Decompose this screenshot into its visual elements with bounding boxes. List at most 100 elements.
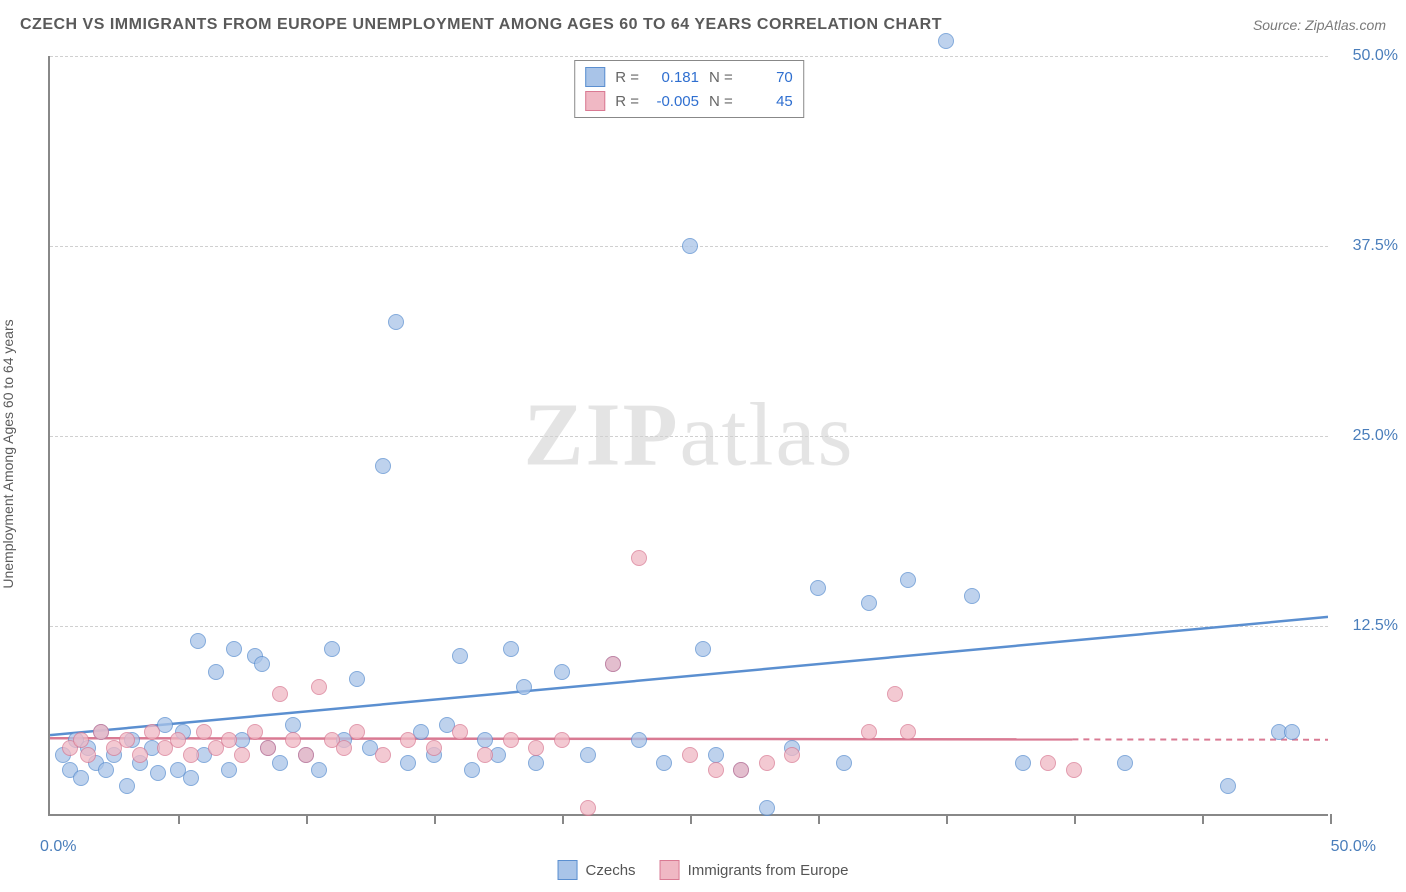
data-point <box>580 800 596 816</box>
gridline <box>50 626 1328 627</box>
data-point <box>375 747 391 763</box>
data-point <box>196 724 212 740</box>
y-tick-label: 25.0% <box>1353 427 1398 445</box>
data-point <box>375 458 391 474</box>
data-point <box>528 740 544 756</box>
data-point <box>80 747 96 763</box>
y-tick-label: 37.5% <box>1353 237 1398 255</box>
data-point <box>221 762 237 778</box>
data-point <box>426 740 442 756</box>
data-point <box>477 747 493 763</box>
x-tick <box>1074 814 1076 824</box>
data-point <box>1284 724 1300 740</box>
data-point <box>400 732 416 748</box>
data-point <box>93 724 109 740</box>
data-point <box>631 550 647 566</box>
plot-area: ZIPatlas R = 0.181 N = 70 R = -0.005 N =… <box>48 56 1328 816</box>
n-value-immigrants: 45 <box>743 93 793 110</box>
data-point <box>298 747 314 763</box>
trend-line <box>50 617 1328 735</box>
stats-legend: R = 0.181 N = 70 R = -0.005 N = 45 <box>574 60 804 118</box>
legend-swatch-immigrants <box>660 860 680 880</box>
data-point <box>132 747 148 763</box>
data-point <box>1066 762 1082 778</box>
data-point <box>605 656 621 672</box>
x-axis-max-label: 50.0% <box>1331 838 1376 856</box>
data-point <box>221 732 237 748</box>
legend-item-immigrants: Immigrants from Europe <box>660 860 849 880</box>
x-tick <box>818 814 820 824</box>
x-tick <box>946 814 948 824</box>
y-tick-label: 50.0% <box>1353 47 1398 65</box>
source-attribution: Source: ZipAtlas.com <box>1253 17 1386 33</box>
x-tick <box>1330 814 1332 824</box>
data-point <box>388 314 404 330</box>
n-value-czechs: 70 <box>743 69 793 86</box>
data-point <box>311 762 327 778</box>
legend-swatch-czechs <box>558 860 578 880</box>
data-point <box>98 762 114 778</box>
legend-label-czechs: Czechs <box>586 862 636 879</box>
data-point <box>234 747 250 763</box>
data-point <box>554 664 570 680</box>
chart-title: CZECH VS IMMIGRANTS FROM EUROPE UNEMPLOY… <box>20 16 942 34</box>
x-tick <box>1202 814 1204 824</box>
stats-row-czechs: R = 0.181 N = 70 <box>585 65 793 89</box>
data-point <box>759 755 775 771</box>
data-point <box>226 641 242 657</box>
x-tick <box>178 814 180 824</box>
swatch-czechs <box>585 67 605 87</box>
data-point <box>733 762 749 778</box>
data-point <box>190 633 206 649</box>
data-point <box>900 572 916 588</box>
data-point <box>183 747 199 763</box>
data-point <box>1015 755 1031 771</box>
data-point <box>503 732 519 748</box>
data-point <box>400 755 416 771</box>
data-point <box>1220 778 1236 794</box>
data-point <box>119 778 135 794</box>
data-point <box>254 656 270 672</box>
data-point <box>73 732 89 748</box>
r-value-immigrants: -0.005 <box>649 93 699 110</box>
data-point <box>477 732 493 748</box>
data-point <box>861 595 877 611</box>
data-point <box>336 740 352 756</box>
data-point <box>260 740 276 756</box>
data-point <box>810 580 826 596</box>
data-point <box>349 671 365 687</box>
swatch-immigrants <box>585 91 605 111</box>
data-point <box>285 732 301 748</box>
x-tick <box>562 814 564 824</box>
legend-item-czechs: Czechs <box>558 860 636 880</box>
data-point <box>208 664 224 680</box>
data-point <box>516 679 532 695</box>
y-tick-label: 12.5% <box>1353 617 1398 635</box>
data-point <box>631 732 647 748</box>
data-point <box>247 724 263 740</box>
data-point <box>836 755 852 771</box>
data-point <box>887 686 903 702</box>
data-point <box>272 686 288 702</box>
gridline <box>50 436 1328 437</box>
data-point <box>528 755 544 771</box>
data-point <box>503 641 519 657</box>
data-point <box>784 747 800 763</box>
y-axis-label: Unemployment Among Ages 60 to 64 years <box>0 319 16 588</box>
data-point <box>183 770 199 786</box>
bottom-legend: Czechs Immigrants from Europe <box>558 860 849 880</box>
data-point <box>144 724 160 740</box>
data-point <box>285 717 301 733</box>
gridline <box>50 56 1328 57</box>
r-value-czechs: 0.181 <box>649 69 699 86</box>
x-axis-min-label: 0.0% <box>40 838 76 856</box>
data-point <box>656 755 672 771</box>
watermark: ZIPatlas <box>524 384 855 487</box>
data-point <box>150 765 166 781</box>
x-tick <box>690 814 692 824</box>
data-point <box>464 762 480 778</box>
data-point <box>170 732 186 748</box>
data-point <box>554 732 570 748</box>
legend-label-immigrants: Immigrants from Europe <box>688 862 849 879</box>
data-point <box>580 747 596 763</box>
